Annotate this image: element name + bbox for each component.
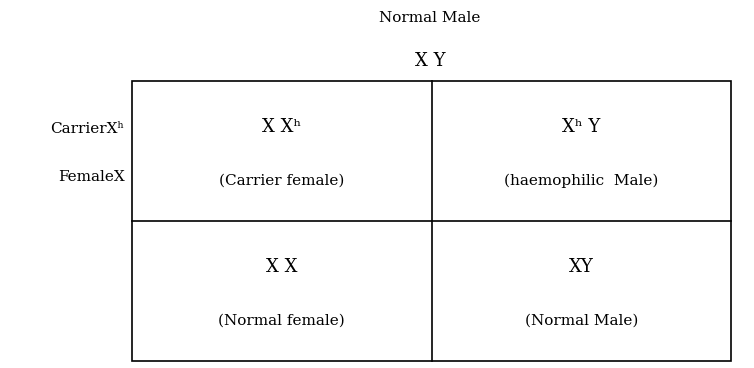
Text: X Y: X Y [415,52,445,70]
Text: FemaleX: FemaleX [57,170,124,184]
Text: Xʰ Y: Xʰ Y [562,118,601,136]
Text: XY: XY [569,258,594,276]
Text: (Carrier female): (Carrier female) [219,173,345,187]
Text: Normal Male: Normal Male [379,11,480,25]
Text: X Xʰ: X Xʰ [262,118,302,136]
Text: CarrierXʰ: CarrierXʰ [51,122,124,136]
Text: (Normal female): (Normal female) [219,313,345,327]
Text: (Normal Male): (Normal Male) [525,313,638,327]
Bar [132,81,731,361]
Text: X X: X X [266,258,298,276]
Text: (haemophilic  Male): (haemophilic Male) [504,173,659,188]
